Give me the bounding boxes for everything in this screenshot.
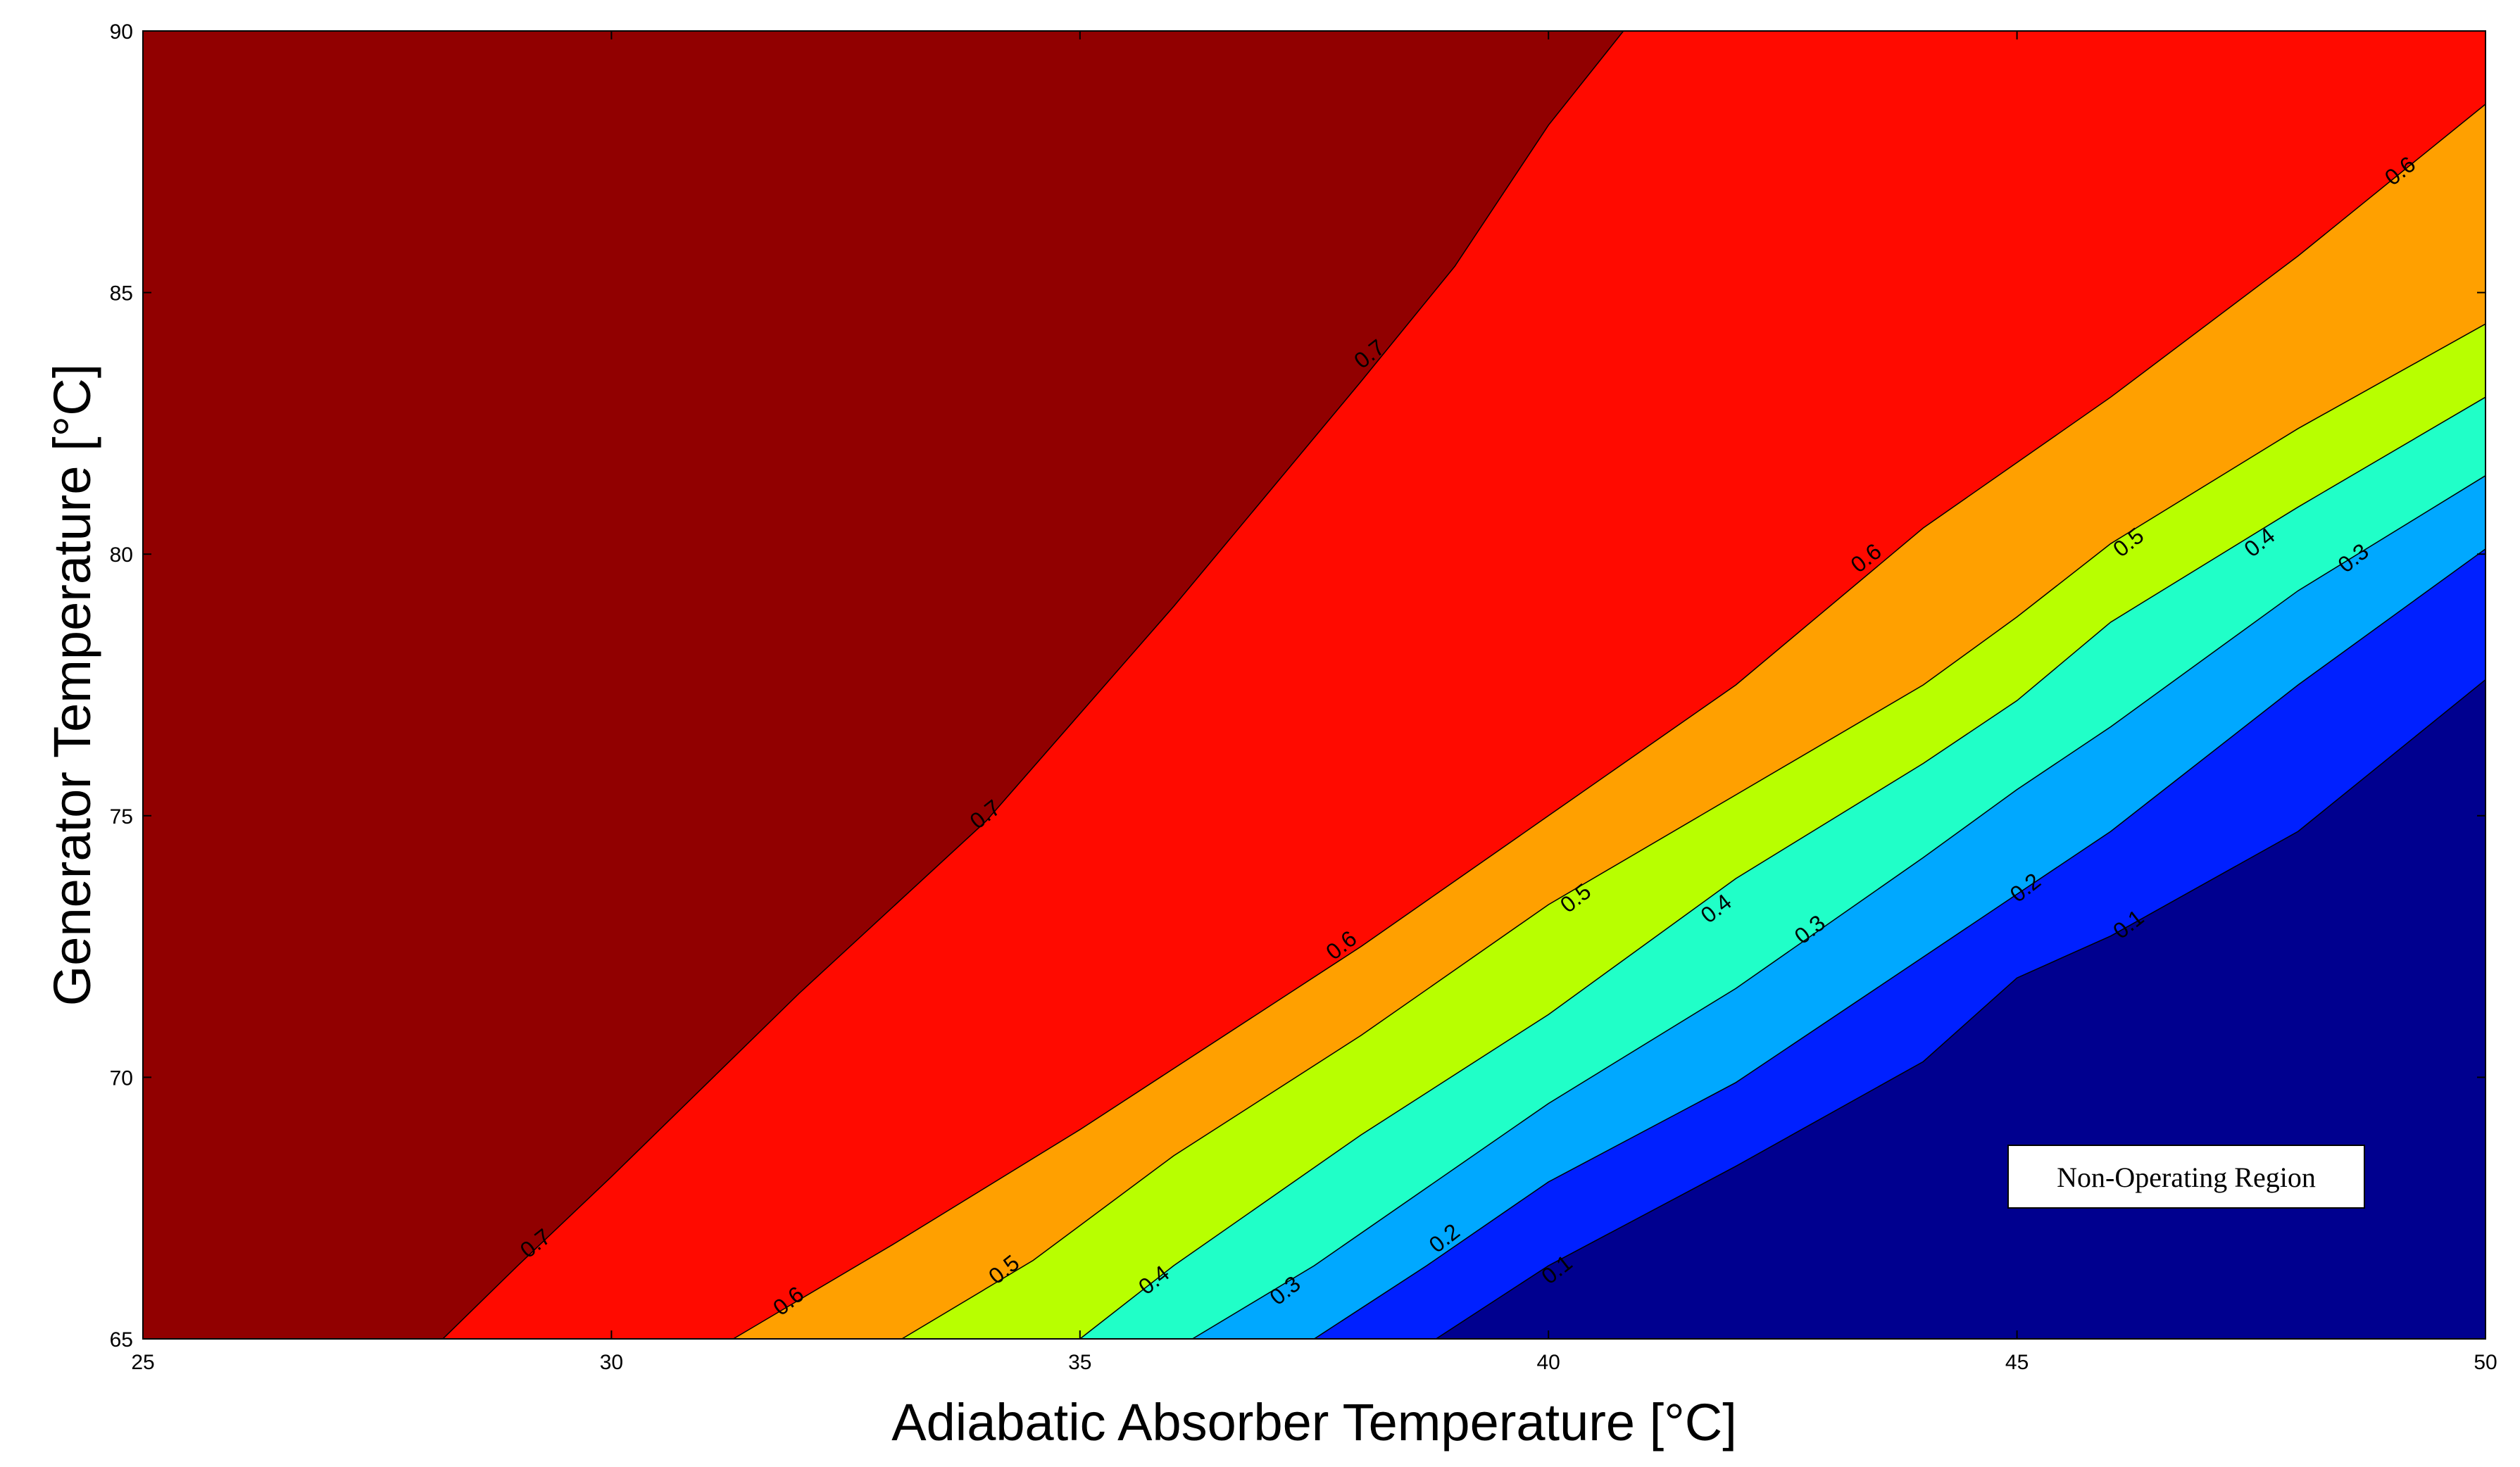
- contour-line-0.2: [1314, 548, 2486, 1340]
- annotation-text: Non-Operating Region: [2057, 1161, 2316, 1193]
- y-tick-label: 85: [110, 282, 133, 306]
- y-tick-label: 80: [110, 543, 133, 567]
- y-tick-label: 90: [110, 20, 133, 44]
- contour-regions: [143, 31, 2485, 1339]
- y-tick-label: 65: [110, 1328, 133, 1352]
- contour-line-0.1: [1436, 679, 2486, 1340]
- contour-line-0.5: [901, 323, 2486, 1340]
- x-tick-label: 35: [1068, 1351, 1091, 1374]
- y-tick-label: 70: [110, 1066, 133, 1090]
- contour-line-0.4: [1079, 396, 2486, 1340]
- x-tick-label: 25: [131, 1351, 154, 1374]
- x-axis-title: Adiabatic Absorber Temperature [°C]: [891, 1393, 1737, 1452]
- y-axis-ticks: 65 70 75 80 85 90: [110, 20, 2485, 1352]
- contour-lines: [442, 30, 2486, 1340]
- region-above-0.7: [143, 31, 1624, 1339]
- non-operating-region-annotation: Non-Operating Region: [2007, 1145, 2365, 1209]
- plot-frame: [142, 30, 2486, 1340]
- contour-line-0.6: [733, 103, 2486, 1340]
- x-tick-label: 50: [2474, 1351, 2497, 1374]
- x-tick-label: 30: [600, 1351, 623, 1374]
- y-tick-label: 75: [110, 805, 133, 829]
- annotation-box: [2007, 1145, 2365, 1209]
- x-tick-label: 40: [1537, 1351, 1560, 1374]
- contour-line-0.3: [1192, 475, 2486, 1340]
- x-axis-ticks: 25 30 35 40 45 50: [131, 31, 2497, 1374]
- contour-line-0.7: [442, 30, 1624, 1340]
- y-axis-title: Generator Temperature [°C]: [43, 364, 101, 1007]
- x-tick-label: 45: [2005, 1351, 2029, 1374]
